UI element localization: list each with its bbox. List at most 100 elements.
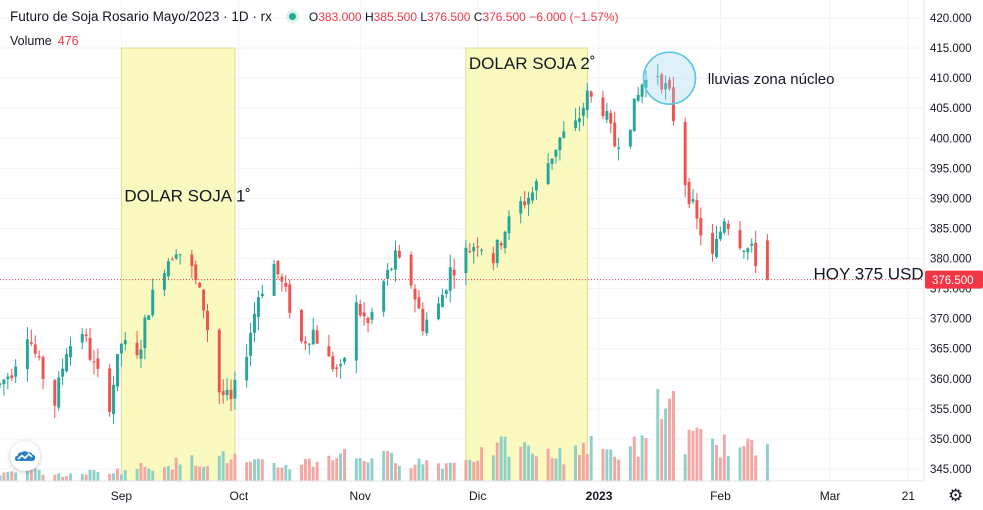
candle[interactable] [507, 210, 511, 240]
candle[interactable] [480, 248, 484, 256]
candle[interactable] [452, 258, 456, 289]
candle[interactable] [162, 269, 166, 297]
candle[interactable] [574, 108, 578, 132]
candle[interactable] [711, 223, 715, 262]
candle[interactable] [644, 70, 648, 98]
candle[interactable] [92, 350, 96, 375]
candle[interactable] [119, 342, 123, 367]
candle[interactable] [519, 196, 523, 224]
gear-icon[interactable]: ⚙ [948, 486, 964, 505]
candle[interactable] [354, 294, 358, 374]
candle[interactable] [198, 281, 202, 289]
candle[interactable] [546, 153, 550, 185]
candle[interactable] [750, 238, 754, 253]
candle[interactable] [550, 158, 554, 170]
candle[interactable] [691, 189, 695, 205]
candle[interactable] [417, 290, 421, 310]
candle[interactable] [88, 328, 92, 362]
candle[interactable] [327, 334, 331, 357]
candle[interactable] [61, 358, 65, 386]
candle[interactable] [585, 82, 589, 119]
candle[interactable] [765, 234, 769, 281]
candle[interactable] [311, 317, 315, 346]
candle[interactable] [370, 307, 374, 325]
candle[interactable] [746, 247, 750, 261]
candle[interactable] [718, 226, 722, 242]
candle[interactable] [29, 329, 33, 347]
candle[interactable] [6, 372, 10, 390]
candle[interactable] [527, 191, 531, 216]
candle[interactable] [303, 336, 307, 351]
candle[interactable] [272, 259, 276, 297]
candle[interactable] [609, 109, 613, 134]
candle[interactable] [440, 288, 444, 308]
candle[interactable] [225, 378, 229, 401]
candle[interactable] [166, 258, 170, 281]
candle[interactable] [499, 241, 503, 250]
candle[interactable] [472, 243, 476, 264]
candle[interactable] [307, 342, 311, 355]
candle[interactable] [108, 364, 112, 417]
candle[interactable] [699, 207, 703, 246]
candle[interactable] [233, 371, 237, 410]
candle[interactable] [143, 314, 147, 360]
candle[interactable] [147, 314, 151, 321]
y-axis[interactable]: 345.000 350.000 355.000 360.000 365.000 370.0… [923, 0, 972, 481]
candle[interactable] [358, 299, 362, 318]
candle[interactable] [202, 289, 206, 319]
candle[interactable] [115, 353, 119, 392]
candle[interactable] [754, 230, 758, 274]
candle[interactable] [397, 244, 401, 259]
candle[interactable] [362, 302, 366, 326]
candle[interactable] [65, 348, 69, 373]
candle[interactable] [554, 149, 558, 164]
candle[interactable] [190, 250, 194, 279]
candle[interactable] [253, 302, 256, 343]
candle[interactable] [14, 359, 18, 384]
candle[interactable] [288, 279, 292, 319]
candle[interactable] [448, 254, 452, 303]
candle[interactable] [249, 322, 253, 367]
candle[interactable] [339, 359, 343, 379]
candle[interactable] [390, 267, 393, 271]
candle[interactable] [437, 297, 440, 321]
candle[interactable] [256, 290, 260, 331]
candle[interactable] [57, 371, 61, 411]
candle[interactable] [413, 284, 417, 313]
candle[interactable] [577, 106, 581, 132]
candle[interactable] [10, 368, 14, 382]
candle[interactable] [468, 243, 472, 254]
candle[interactable] [425, 312, 429, 336]
candle[interactable] [280, 273, 284, 292]
candle[interactable] [534, 178, 538, 201]
candle[interactable] [382, 279, 386, 317]
candle[interactable] [636, 86, 640, 103]
candle[interactable] [695, 192, 699, 230]
candle[interactable] [523, 191, 527, 209]
candle[interactable] [613, 111, 617, 148]
candle[interactable] [276, 260, 280, 280]
candle[interactable] [315, 325, 319, 344]
candle[interactable] [589, 90, 593, 103]
candle[interactable] [33, 335, 37, 358]
candle[interactable] [0, 382, 2, 389]
candle[interactable] [123, 332, 127, 351]
candle[interactable] [393, 240, 397, 282]
candle[interactable] [331, 351, 335, 373]
candle[interactable] [409, 251, 413, 289]
candle[interactable] [503, 230, 507, 254]
candle[interactable] [178, 254, 182, 265]
candle[interactable] [628, 129, 632, 149]
candle[interactable] [135, 330, 139, 359]
candle[interactable] [464, 240, 468, 286]
candle[interactable] [245, 344, 249, 388]
candle[interactable] [617, 137, 621, 161]
candle[interactable] [37, 350, 41, 361]
candle[interactable] [495, 238, 499, 268]
candlestick-series[interactable] [0, 64, 769, 424]
candle[interactable] [300, 308, 303, 344]
candle[interactable] [601, 90, 605, 120]
candle[interactable] [335, 364, 339, 378]
candle[interactable] [151, 278, 155, 318]
